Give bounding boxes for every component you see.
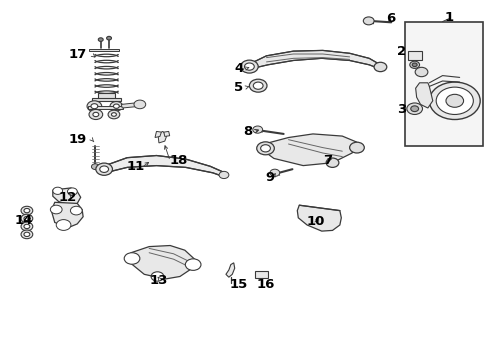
Circle shape	[110, 102, 122, 111]
Polygon shape	[88, 106, 122, 109]
Circle shape	[70, 206, 82, 215]
Text: 11: 11	[126, 160, 144, 173]
Circle shape	[21, 206, 33, 215]
Circle shape	[67, 188, 77, 195]
Circle shape	[21, 214, 33, 223]
Circle shape	[113, 104, 119, 108]
Circle shape	[111, 113, 116, 116]
Circle shape	[411, 63, 416, 67]
FancyBboxPatch shape	[404, 22, 482, 146]
Circle shape	[21, 222, 33, 231]
Circle shape	[406, 103, 422, 114]
Polygon shape	[53, 188, 81, 205]
Polygon shape	[98, 93, 115, 99]
Circle shape	[269, 169, 279, 176]
Circle shape	[93, 112, 99, 117]
Circle shape	[50, 205, 62, 214]
Circle shape	[134, 100, 145, 109]
Circle shape	[260, 145, 270, 152]
Circle shape	[325, 158, 338, 167]
Text: 4: 4	[234, 62, 243, 75]
Text: 8: 8	[243, 125, 252, 138]
Polygon shape	[155, 131, 161, 138]
Text: 3: 3	[397, 103, 406, 116]
Circle shape	[428, 82, 479, 120]
Text: 10: 10	[305, 215, 324, 228]
Circle shape	[53, 187, 62, 194]
Circle shape	[24, 216, 30, 221]
Polygon shape	[297, 205, 341, 231]
Circle shape	[100, 166, 108, 172]
Polygon shape	[105, 156, 224, 177]
Text: 7: 7	[322, 154, 331, 167]
Polygon shape	[163, 131, 169, 136]
Text: 1: 1	[444, 11, 452, 24]
Circle shape	[89, 109, 102, 120]
Circle shape	[98, 38, 103, 41]
Circle shape	[435, 87, 472, 114]
Polygon shape	[225, 263, 234, 277]
Polygon shape	[415, 83, 432, 108]
Circle shape	[151, 272, 163, 281]
Circle shape	[252, 126, 262, 133]
Circle shape	[253, 82, 263, 89]
Circle shape	[24, 224, 30, 229]
Polygon shape	[255, 271, 267, 278]
Circle shape	[124, 253, 140, 264]
Circle shape	[373, 62, 386, 72]
Circle shape	[414, 67, 427, 77]
Circle shape	[56, 220, 71, 230]
Circle shape	[410, 106, 418, 112]
Text: 13: 13	[149, 274, 168, 287]
Circle shape	[256, 142, 274, 155]
Polygon shape	[92, 98, 121, 101]
Circle shape	[219, 171, 228, 179]
Circle shape	[24, 208, 30, 213]
Polygon shape	[131, 246, 194, 279]
Text: 15: 15	[229, 278, 247, 291]
Text: 6: 6	[386, 12, 395, 24]
Polygon shape	[121, 103, 141, 108]
FancyBboxPatch shape	[407, 51, 421, 60]
Circle shape	[349, 142, 364, 153]
Circle shape	[240, 60, 258, 73]
Polygon shape	[89, 49, 119, 51]
Polygon shape	[158, 131, 166, 143]
Text: 5: 5	[234, 81, 243, 94]
Text: 14: 14	[14, 214, 33, 227]
Text: 9: 9	[265, 171, 274, 184]
Circle shape	[185, 259, 201, 270]
Text: 16: 16	[256, 278, 274, 291]
Circle shape	[249, 79, 266, 92]
Circle shape	[91, 164, 99, 170]
Circle shape	[87, 101, 102, 112]
Circle shape	[24, 232, 30, 237]
Circle shape	[91, 104, 98, 109]
Circle shape	[244, 63, 254, 70]
Circle shape	[445, 94, 463, 107]
Text: 17: 17	[69, 48, 87, 61]
Circle shape	[96, 163, 112, 175]
Circle shape	[21, 230, 33, 239]
Text: 19: 19	[69, 133, 87, 146]
Circle shape	[106, 36, 111, 40]
Text: 12: 12	[58, 191, 77, 204]
Circle shape	[108, 110, 120, 119]
Circle shape	[363, 17, 373, 25]
Text: 18: 18	[169, 154, 187, 167]
Polygon shape	[264, 134, 356, 166]
Polygon shape	[51, 202, 83, 228]
Polygon shape	[249, 50, 380, 69]
Circle shape	[409, 61, 419, 68]
Text: 2: 2	[397, 45, 406, 58]
